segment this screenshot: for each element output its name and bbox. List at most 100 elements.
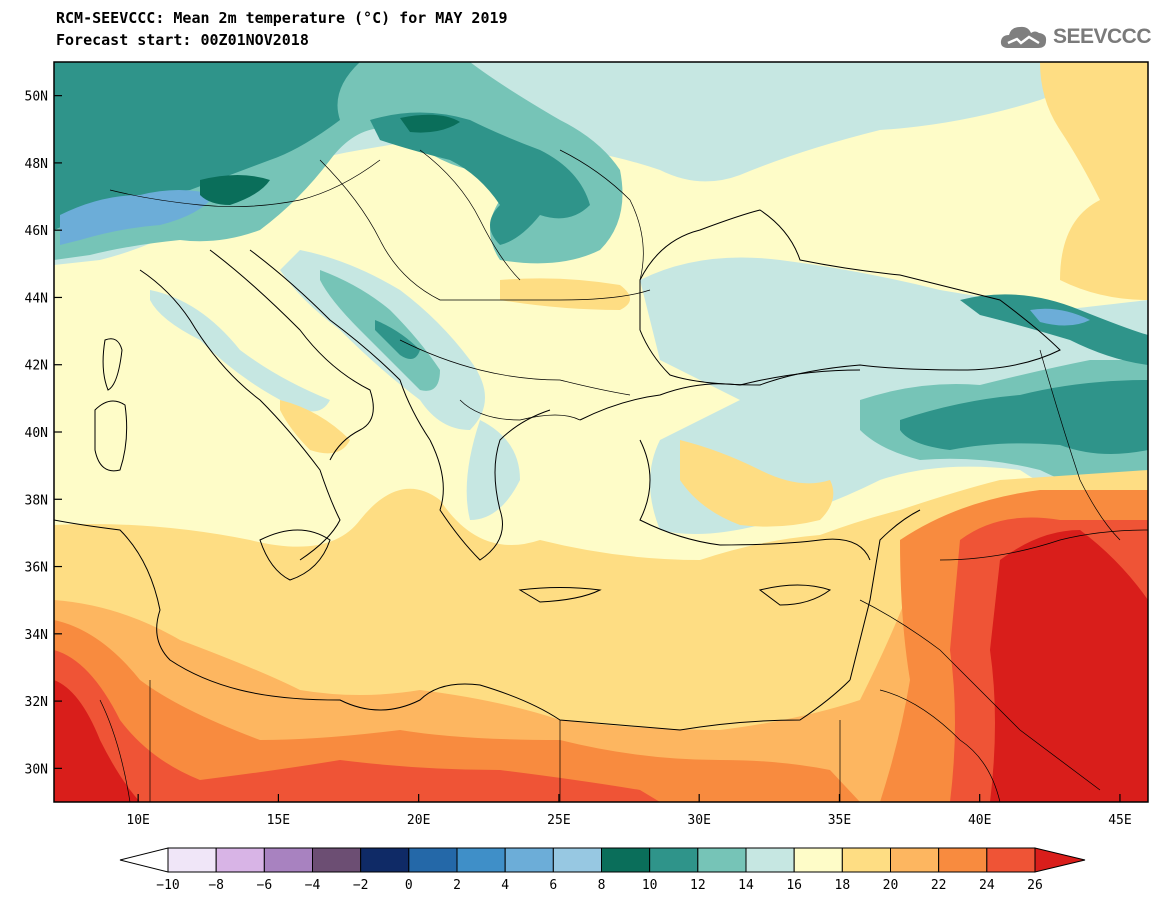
coastlines bbox=[54, 209, 1061, 731]
colorbar-box bbox=[167, 847, 217, 873]
coast-corsica bbox=[102, 338, 123, 391]
coast-levant bbox=[849, 509, 921, 681]
field-8-10-alps bbox=[200, 175, 270, 205]
field-18-20-romania bbox=[500, 278, 630, 310]
colorbar-box bbox=[215, 847, 265, 873]
colorbar-box bbox=[841, 847, 891, 873]
field-14-16-greece bbox=[466, 420, 520, 520]
logo-text: SEEVCCC bbox=[1052, 25, 1152, 48]
coast-sicily bbox=[259, 529, 331, 581]
colorbar-label: −8 bbox=[208, 878, 224, 893]
lat-label: 34N bbox=[25, 628, 48, 643]
field-10-12-anatolia bbox=[900, 380, 1148, 454]
colorbar-label: 26 bbox=[1027, 878, 1043, 893]
field-22-24-africa bbox=[54, 620, 860, 802]
lat-label: 38N bbox=[25, 493, 48, 508]
colorbar-label: 16 bbox=[786, 878, 802, 893]
lon-label: 20E bbox=[407, 813, 430, 828]
field-18-20-italy-south bbox=[280, 400, 350, 454]
seevccc-logo: SEEVCCC bbox=[999, 22, 1152, 52]
lat-label: 42N bbox=[25, 359, 48, 374]
lat-label: 50N bbox=[25, 90, 48, 105]
lon-label: 25E bbox=[547, 813, 570, 828]
field-6-8-caucasus bbox=[1030, 308, 1090, 326]
colorbar-label: −10 bbox=[156, 878, 179, 893]
lon-label: 30E bbox=[687, 813, 710, 828]
lon-label: 10E bbox=[126, 813, 149, 828]
colorbar-label: 6 bbox=[549, 878, 557, 893]
field-10-12-north bbox=[54, 62, 360, 230]
colorbar-box bbox=[649, 847, 699, 873]
lat-label: 36N bbox=[25, 561, 48, 576]
colorbar-box bbox=[504, 847, 554, 873]
colorbar-box bbox=[312, 847, 362, 873]
colorbar-box bbox=[986, 847, 1036, 873]
coast-black-sea bbox=[639, 209, 1061, 386]
colorbar-label: 10 bbox=[642, 878, 658, 893]
colorbar-box bbox=[890, 847, 940, 873]
colorbar-label: −4 bbox=[305, 878, 321, 893]
colorbar-box bbox=[408, 847, 458, 873]
field-10-12-carpathians bbox=[370, 112, 590, 245]
coast-italy-east bbox=[209, 249, 374, 461]
colorbar-box bbox=[601, 847, 651, 873]
colorbar-box bbox=[745, 847, 795, 873]
colorbar-over-arrow bbox=[1034, 847, 1086, 873]
lon-label: 45E bbox=[1108, 813, 1131, 828]
field-10-12-balkans bbox=[375, 320, 420, 359]
lat-label: 44N bbox=[25, 291, 48, 306]
field-over-26-arabia bbox=[990, 530, 1148, 802]
coast-crete bbox=[518, 587, 602, 603]
colorbar-label: 0 bbox=[405, 878, 413, 893]
colorbar-label: 22 bbox=[931, 878, 947, 893]
field-14-16-italy bbox=[150, 290, 330, 412]
field-10-12-caucasus bbox=[960, 294, 1148, 365]
colorbar-under-arrow bbox=[119, 847, 169, 873]
colorbar-box bbox=[456, 847, 506, 873]
coast-italy-west bbox=[139, 269, 341, 561]
colorbar-label: −6 bbox=[257, 878, 273, 893]
forecast-start-label: Forecast start: 00Z01NOV2018 bbox=[56, 31, 309, 49]
field-6-8-alps bbox=[60, 190, 215, 245]
field-18-20-eastsea bbox=[1040, 62, 1148, 300]
lon-label: 15E bbox=[267, 813, 290, 828]
country-borders bbox=[99, 149, 1148, 802]
field-8-10-carpathians bbox=[400, 114, 460, 133]
colorbar-label: 24 bbox=[979, 878, 995, 893]
latitude-axis: 50N 48N 46N 44N 42N 40N 38N 36N 34N 32N 30N bbox=[25, 90, 62, 777]
lon-label: 35E bbox=[828, 813, 851, 828]
map-title: RCM-SEEVCCC: Mean 2m temperature (°C) fo… bbox=[56, 9, 508, 27]
colorbar-label: 12 bbox=[690, 878, 706, 893]
colorbar-label: 2 bbox=[453, 878, 461, 893]
field-20-22-africa bbox=[54, 490, 1148, 802]
lat-label: 48N bbox=[25, 157, 48, 172]
map-fields bbox=[54, 62, 1148, 802]
colorbar-box bbox=[793, 847, 843, 873]
colorbar-labels: −10 −8 −6 −4 −2 0 2 4 6 8 10 12 14 16 18 20 22 24 26 bbox=[156, 878, 1043, 893]
lat-label: 32N bbox=[25, 695, 48, 710]
lat-label: 46N bbox=[25, 224, 48, 239]
colorbar-box bbox=[263, 847, 314, 873]
coast-sardinia bbox=[94, 400, 128, 472]
lat-label: 40N bbox=[25, 426, 48, 441]
lat-label: 30N bbox=[25, 762, 48, 777]
coast-adriatic bbox=[249, 249, 431, 441]
colorbar-label: 14 bbox=[738, 878, 754, 893]
field-18-20-turkey bbox=[680, 440, 834, 527]
colorbar-box bbox=[552, 847, 602, 873]
colorbar-label: 20 bbox=[883, 878, 899, 893]
colorbar-boxes bbox=[119, 847, 1086, 873]
coast-north-africa bbox=[54, 519, 851, 731]
colorbar-label: 8 bbox=[598, 878, 606, 893]
colorbar-box bbox=[938, 847, 988, 873]
longitude-axis: 10E 15E 20E 25E 30E 35E 40E 45E bbox=[126, 794, 1132, 828]
colorbar-label: 18 bbox=[835, 878, 851, 893]
lon-label: 40E bbox=[968, 813, 991, 828]
coast-greece bbox=[429, 409, 551, 561]
colorbar-box bbox=[697, 847, 747, 873]
colorbar-box bbox=[360, 847, 410, 873]
coast-turkey bbox=[579, 369, 871, 561]
cloud-icon bbox=[1000, 26, 1047, 48]
